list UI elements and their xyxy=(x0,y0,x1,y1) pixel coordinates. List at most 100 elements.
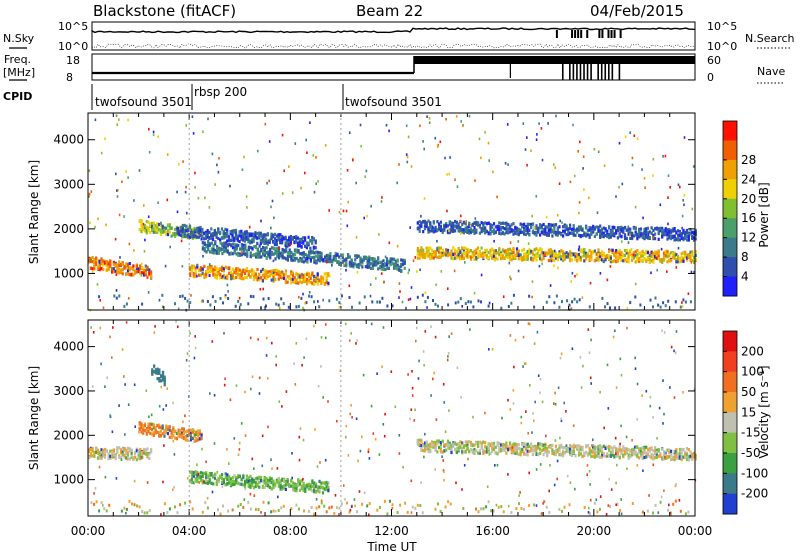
heatmap-cell xyxy=(291,236,294,240)
heatmap-cell xyxy=(436,442,439,446)
heatmap-cell xyxy=(164,264,167,268)
heatmap-cell xyxy=(477,451,480,455)
heatmap-cell xyxy=(275,234,278,238)
heatmap-cell xyxy=(675,260,678,264)
heatmap-cell xyxy=(425,246,428,250)
heatmap-cell xyxy=(183,223,186,228)
heatmap-cell xyxy=(373,263,376,267)
heatmap-cell xyxy=(297,275,300,279)
heatmap-cell xyxy=(489,228,492,232)
heatmap-cell xyxy=(281,274,284,278)
heatmap-cell xyxy=(682,256,685,261)
heatmap-cell xyxy=(222,481,225,485)
heatmap-cell xyxy=(149,230,152,235)
heatmap-cell xyxy=(466,446,469,450)
heatmap-cell xyxy=(682,236,685,240)
heatmap-cell xyxy=(252,486,256,490)
heatmap-cell xyxy=(583,231,586,235)
heatmap-cell xyxy=(226,231,229,235)
heatmap-cell xyxy=(599,257,602,262)
heatmap-cell xyxy=(378,233,380,236)
heatmap-cell xyxy=(427,248,430,252)
heatmap-cell xyxy=(123,215,125,218)
heatmap-cell xyxy=(229,482,233,486)
heatmap-cell xyxy=(693,259,696,263)
heatmap-cell xyxy=(162,230,165,233)
heatmap-cell xyxy=(542,228,545,232)
heatmap-cell xyxy=(448,446,451,451)
heatmap-cell xyxy=(316,279,319,283)
heatmap-cell xyxy=(571,271,574,275)
heatmap-cell xyxy=(459,226,462,230)
heatmap-cell xyxy=(642,216,644,220)
heatmap-cell xyxy=(646,453,650,457)
freq-spike xyxy=(590,56,592,80)
heatmap-cell xyxy=(519,451,522,455)
heatmap-cell xyxy=(364,265,367,269)
heatmap-cell xyxy=(298,482,302,486)
heatmap-cell xyxy=(531,229,535,233)
heatmap-cell xyxy=(364,255,367,259)
freq-spike xyxy=(618,56,621,80)
heatmap-cell xyxy=(567,252,570,256)
heatmap-cell xyxy=(447,287,449,290)
heatmap-cell xyxy=(88,456,91,460)
heatmap-cell xyxy=(276,253,279,257)
heatmap-cell xyxy=(145,220,148,224)
heatmap-cell xyxy=(114,457,117,461)
heatmap-cell xyxy=(256,268,259,272)
heatmap-cell xyxy=(138,427,141,432)
heatmap-cell xyxy=(306,260,309,264)
heatmap-cell xyxy=(583,451,586,455)
heatmap-cell xyxy=(118,118,120,121)
heatmap-cell xyxy=(259,231,262,235)
heatmap-cell xyxy=(258,485,261,489)
heatmap-cell xyxy=(300,487,303,491)
heatmap-cell xyxy=(204,235,207,239)
heatmap-cell xyxy=(208,263,211,266)
heatmap-cell xyxy=(542,254,545,258)
heatmap-cell xyxy=(506,123,509,126)
heatmap-cell xyxy=(521,248,524,253)
heatmap-cell xyxy=(194,228,197,232)
heatmap-cell xyxy=(304,244,307,248)
heatmap-cell xyxy=(664,231,667,235)
heatmap-cell xyxy=(668,235,671,240)
heatmap-cell xyxy=(115,172,117,176)
heatmap-cell xyxy=(501,443,504,447)
heatmap-cell xyxy=(670,258,673,263)
heatmap-cell xyxy=(237,244,240,248)
heatmap-cell xyxy=(290,281,293,285)
heatmap-cell xyxy=(147,215,150,219)
heatmap-cell xyxy=(422,449,425,453)
heatmap-cell xyxy=(206,266,210,271)
heatmap-cell xyxy=(264,122,267,126)
heatmap-cell xyxy=(254,484,257,489)
heatmap-cell xyxy=(208,474,211,478)
heatmap-cell xyxy=(539,442,542,446)
heatmap-cell xyxy=(227,235,231,239)
heatmap-cell xyxy=(574,444,577,448)
heatmap-cell xyxy=(691,252,694,256)
heatmap-cell xyxy=(681,214,684,218)
heatmap-cell xyxy=(239,247,242,251)
heatmap-cell xyxy=(464,440,467,444)
heatmap-cell xyxy=(562,250,565,254)
heatmap-cell xyxy=(498,248,501,252)
heatmap-cell xyxy=(98,295,101,299)
heatmap-cell xyxy=(648,236,651,240)
heatmap-cell xyxy=(186,211,188,215)
heatmap-cell xyxy=(401,258,405,262)
heatmap-cell xyxy=(247,237,250,241)
heatmap-cell xyxy=(243,230,246,234)
heatmap-cell xyxy=(439,246,442,250)
heatmap-cell xyxy=(459,219,462,223)
heatmap-cell xyxy=(588,305,591,309)
heatmap-cell xyxy=(231,476,234,480)
heatmap-cell xyxy=(149,426,152,431)
heatmap-cell xyxy=(448,220,451,224)
heatmap-cell xyxy=(482,225,485,229)
heatmap-cell xyxy=(123,447,126,451)
heatmap-cell xyxy=(678,258,681,262)
heatmap-cell xyxy=(182,436,185,440)
